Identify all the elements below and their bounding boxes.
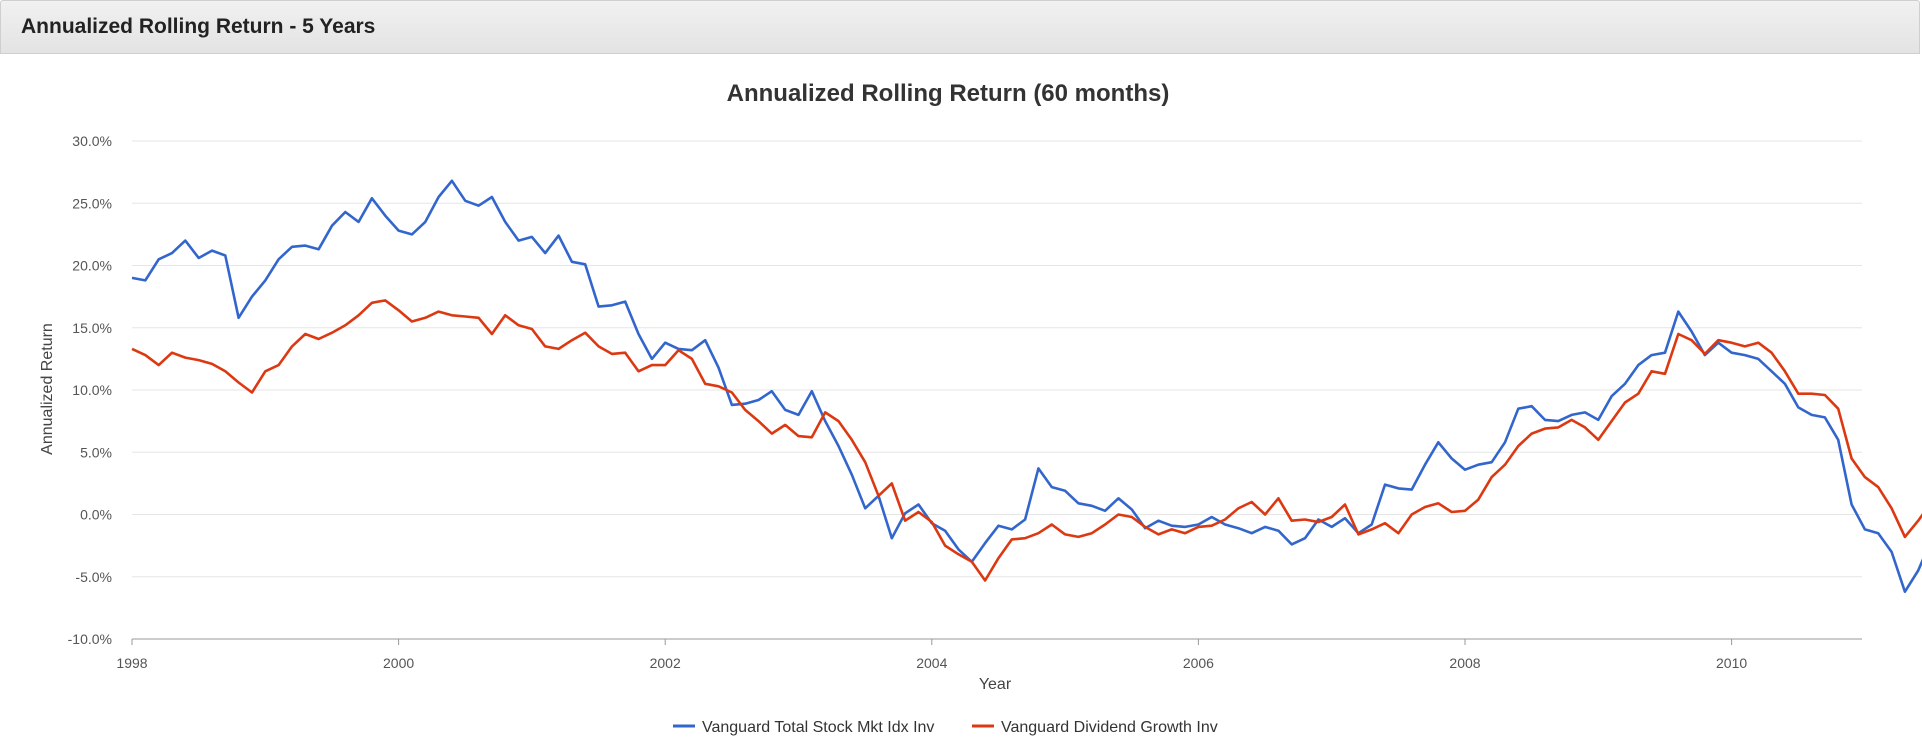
gridlines bbox=[132, 140, 1862, 640]
legend: Vanguard Total Stock Mkt Idx Inv Vanguard… bbox=[673, 719, 1218, 736]
y-tick-label: -5.0% bbox=[75, 569, 112, 585]
y-tick-label: 15.0% bbox=[72, 320, 112, 336]
y-tick-label: -10.0% bbox=[68, 631, 112, 647]
x-tick-label: 2010 bbox=[1716, 655, 1747, 671]
rolling-return-chart: Annualized Rolling Return (60 months) -1… bbox=[39, 80, 1922, 736]
x-tick-label: 2008 bbox=[1449, 655, 1480, 671]
legend-label: Vanguard Total Stock Mkt Idx Inv bbox=[702, 719, 934, 736]
series-line-0 bbox=[131, 179, 1922, 593]
y-axis-label: Annualized Return bbox=[39, 323, 56, 455]
y-tick-label: 30.0% bbox=[72, 133, 112, 149]
y-tick-label: 0.0% bbox=[80, 507, 112, 523]
y-tick-label: 20.0% bbox=[72, 258, 112, 274]
chart-title: Annualized Rolling Return (60 months) bbox=[727, 80, 1170, 107]
y-tick-label: 5.0% bbox=[80, 444, 112, 460]
x-tick-label: 2006 bbox=[1183, 655, 1214, 671]
y-tick-label: 25.0% bbox=[72, 195, 112, 211]
x-tick-label: 2002 bbox=[650, 655, 681, 671]
y-axis-ticks: -10.0% -5.0% 0.0% 5.0% 10.0% 15.0% 20.0% 25.0% 3… bbox=[68, 133, 112, 647]
legend-label: Vanguard Dividend Growth Inv bbox=[1001, 719, 1218, 736]
x-tick-label: 2000 bbox=[383, 655, 414, 671]
series-line-1 bbox=[131, 299, 1922, 582]
y-tick-label: 10.0% bbox=[72, 382, 112, 398]
panel-title: Annualized Rolling Return - 5 Years bbox=[21, 15, 376, 38]
panel-header: Annualized Rolling Return - 5 Years bbox=[0, 0, 1920, 54]
x-axis-ticks: 1998200020022004200620082010201220142016… bbox=[116, 639, 1747, 671]
x-tick-label: 1998 bbox=[116, 655, 147, 671]
x-tick-label: 2004 bbox=[916, 655, 947, 671]
series-lines bbox=[131, 179, 1922, 593]
x-axis-label: Year bbox=[979, 676, 1012, 693]
